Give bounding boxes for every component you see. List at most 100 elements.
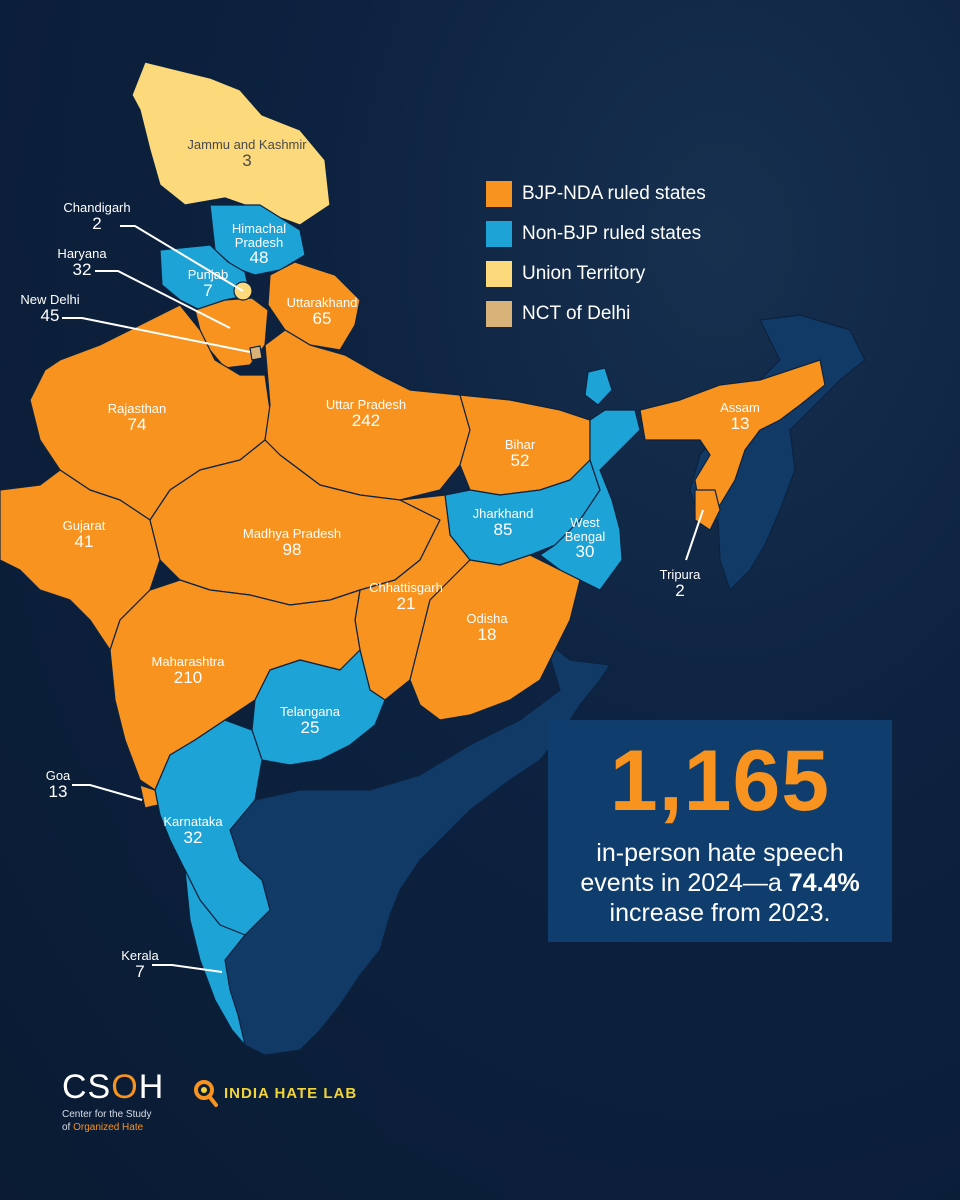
label-name: Chhattisgarh <box>369 580 443 595</box>
label-madhya-pradesh: Madhya Pradesh 98 <box>243 527 341 558</box>
region-odisha <box>409 554 581 721</box>
label-karnataka: Karnataka 32 <box>163 815 222 846</box>
csoh-mark-a: CS <box>62 1068 112 1106</box>
label-name: New Delhi <box>20 292 80 307</box>
csoh-logo[interactable]: CSOH Center for the Study of Organized H… <box>62 1068 164 1134</box>
csoh-mark: CSOH <box>62 1068 164 1107</box>
label-punjab: Punjab 7 <box>188 268 228 299</box>
label-name: Tripura <box>659 567 701 582</box>
label-name: Gujarat <box>62 518 106 533</box>
label-kerala: Kerala 7 <box>121 949 159 980</box>
label-value: 3 <box>242 150 252 170</box>
label-chhattisgarh: Chhattisgarh 21 <box>369 581 443 612</box>
label-bihar: Bihar 52 <box>505 438 535 469</box>
label-west-bengal: West Bengal 30 <box>560 516 610 561</box>
label-name: Chandigarh <box>63 200 131 215</box>
leader-delhi <box>62 317 251 353</box>
label-name: Maharashtra <box>151 654 225 669</box>
label-uttarakhand: Uttarakhand 65 <box>287 296 358 327</box>
label-name: Punjab <box>187 267 229 282</box>
label-name: West Bengal <box>564 515 606 544</box>
label-name: Odisha <box>466 611 508 626</box>
label-tripura: Tripura 2 <box>660 568 701 599</box>
legend-swatch <box>486 181 512 207</box>
stat-percent: 74.4% <box>788 869 860 897</box>
legend-item-bjp: BJP-NDA ruled states <box>486 174 706 214</box>
label-value: 13 <box>48 781 68 801</box>
india-hate-lab-text: INDIA HATE LAB <box>224 1084 358 1102</box>
label-value: 45 <box>40 305 60 325</box>
legend-swatch <box>486 261 512 287</box>
legend-item-non-bjp: Non-BJP ruled states <box>486 214 706 254</box>
label-himachal: Himachal Pradesh 48 <box>229 222 289 267</box>
label-value: 13 <box>730 413 750 433</box>
label-jammu-kashmir: Jammu and Kashmir 3 <box>187 138 306 169</box>
label-name: Telangana <box>280 704 340 719</box>
label-gujarat: Gujarat 41 <box>63 519 106 550</box>
label-value: 210 <box>173 667 203 687</box>
region-andhra-tamilnadu <box>224 639 611 1056</box>
label-name: Jammu and Kashmir <box>187 137 307 152</box>
label-name: Jharkhand <box>472 506 534 521</box>
region-karnataka <box>154 719 271 936</box>
label-value: 25 <box>300 717 320 737</box>
legend-item-ut: Union Territory <box>486 254 706 294</box>
india-hate-lab-logo[interactable]: INDIA HATE LAB <box>192 1078 357 1108</box>
label-value: 21 <box>396 593 416 613</box>
leader-goa <box>72 784 143 801</box>
region-telangana <box>251 649 386 766</box>
label-name: Haryana <box>57 246 107 261</box>
label-value: 7 <box>203 280 213 300</box>
region-sikkim <box>584 367 613 406</box>
region-uttarakhand <box>267 261 361 351</box>
label-value: 48 <box>249 248 269 268</box>
stat-big-number: 1,165 <box>609 733 831 829</box>
legend: BJP-NDA ruled states Non-BJP ruled state… <box>486 174 706 334</box>
label-jharkhand: Jharkhand 85 <box>473 507 534 538</box>
label-value: 52 <box>510 450 530 470</box>
legend-label: Union Territory <box>522 263 646 284</box>
label-new-delhi: New Delhi 45 <box>20 293 79 324</box>
label-name: Bihar <box>504 437 536 452</box>
csoh-mark-b: H <box>138 1068 165 1106</box>
label-value: 32 <box>183 827 203 847</box>
legend-item-delhi: NCT of Delhi <box>486 294 706 334</box>
region-goa <box>139 784 159 809</box>
label-name: Kerala <box>121 948 159 963</box>
region-kerala <box>184 869 246 1046</box>
label-value: 30 <box>575 542 595 562</box>
label-value: 65 <box>312 308 332 328</box>
csoh-line-2: of Organized Hate <box>62 1122 164 1135</box>
label-uttar-pradesh: Uttar Pradesh 242 <box>326 398 406 429</box>
region-west-bengal <box>539 409 641 591</box>
label-chandigarh: Chandigarh 2 <box>63 201 130 232</box>
label-value: 32 <box>72 259 92 279</box>
stat-line-1: in-person hate speech <box>596 839 844 867</box>
csoh-subtitle: Center for the Study of Organized Hate <box>62 1109 164 1134</box>
magnifier-icon <box>194 1080 218 1107</box>
label-rajasthan: Rajasthan 74 <box>108 402 167 433</box>
csoh-line-2a: of <box>62 1121 74 1133</box>
label-value: 242 <box>351 410 381 430</box>
stat-callout: 1,165 in-person hate speech events in 20… <box>548 720 892 942</box>
label-name: Madhya Pradesh <box>242 526 342 541</box>
label-value: 18 <box>477 624 497 644</box>
region-delhi <box>249 345 263 361</box>
label-value: 2 <box>92 213 102 233</box>
csoh-line-1: Center for the Study <box>62 1109 152 1120</box>
label-name: Assam <box>720 400 760 415</box>
label-name: Himachal Pradesh <box>231 221 287 250</box>
leader-chandigarh <box>120 225 244 292</box>
legend-label: BJP-NDA ruled states <box>522 183 706 204</box>
region-assam <box>639 359 826 511</box>
stat-description: in-person hate speech events in 2024—a 7… <box>548 838 892 928</box>
leader-kerala <box>152 964 223 973</box>
leader-tripura <box>685 509 704 561</box>
legend-label: NCT of Delhi <box>522 303 631 324</box>
label-value: 7 <box>135 961 145 981</box>
label-name: Goa <box>45 768 71 783</box>
label-name: Rajasthan <box>107 401 167 416</box>
legend-swatch <box>486 221 512 247</box>
label-goa: Goa 13 <box>46 769 71 800</box>
csoh-line-2b: Organized Hate <box>73 1121 144 1133</box>
